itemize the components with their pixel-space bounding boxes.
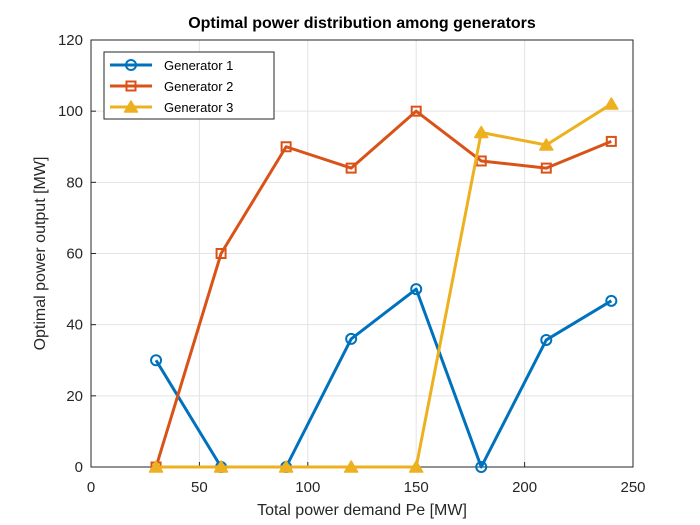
data-point-triangle <box>278 460 294 473</box>
data-point-circle <box>475 461 488 473</box>
grid-lines <box>91 40 633 467</box>
data-point-square <box>410 105 422 117</box>
legend-label: Generator 3 <box>164 100 233 115</box>
data-point-triangle <box>408 460 424 473</box>
y-tick-label: 100 <box>58 103 83 120</box>
x-tick-label: 250 <box>620 479 645 496</box>
legend-label: Generator 1 <box>164 58 233 73</box>
legend-entry: Generator 3 <box>110 100 233 115</box>
x-tick-label: 100 <box>295 479 320 496</box>
series-line <box>156 102 613 469</box>
x-tick-label: 150 <box>404 479 429 496</box>
data-point-square <box>345 162 357 174</box>
data-point-triangle <box>343 460 359 473</box>
data-point-triangle <box>213 460 229 473</box>
data-point-triangle <box>539 138 554 151</box>
data-point-triangle <box>148 460 164 473</box>
x-tick-label: 200 <box>512 479 537 496</box>
legend-marker-square <box>125 80 137 92</box>
legend-marker-circle <box>125 59 137 71</box>
legend-label: Generator 2 <box>164 79 233 94</box>
series-3 <box>148 97 619 473</box>
axis-ticks: 0 50 100 150 200 250 0 20 40 60 80 100 120 <box>58 32 646 496</box>
y-tick-label: 120 <box>58 32 83 49</box>
y-tick-label: 20 <box>66 388 83 405</box>
data-point-circle <box>150 354 163 367</box>
series-layer <box>148 97 619 473</box>
data-point-circle <box>410 283 423 296</box>
data-point-circle <box>540 333 553 346</box>
legend-marker-triangle <box>123 100 139 113</box>
data-point-triangle <box>604 97 619 110</box>
series-line <box>154 109 612 468</box>
y-tick-label: 80 <box>66 174 83 191</box>
series-2 <box>150 105 617 473</box>
data-point-square <box>215 248 227 259</box>
y-tick-label: 60 <box>66 246 83 263</box>
data-point-circle <box>605 294 618 307</box>
x-tick-label: 50 <box>191 479 208 496</box>
data-point-circle <box>345 332 358 345</box>
data-point-triangle <box>473 125 489 139</box>
y-tick-label: 40 <box>66 317 83 334</box>
y-axis-label: Optimal power output [MW] <box>32 157 49 351</box>
data-point-square <box>540 162 552 174</box>
chart-title: Optimal power distribution among generat… <box>188 15 536 32</box>
data-point-square <box>605 135 617 147</box>
x-tick-label: 0 <box>87 479 95 496</box>
legend-entry: Generator 2 <box>110 79 233 94</box>
legend-entry: Generator 1 <box>110 58 233 73</box>
legend-entries: Generator 1 Generator 2 Generator 3 <box>110 58 233 115</box>
y-tick-label: 0 <box>75 459 83 476</box>
data-point-square <box>280 141 292 153</box>
legend: Generator 1 Generator 2 Generator 3 <box>103 51 275 120</box>
x-axis-label: Total power demand Pe [MW] <box>257 502 467 519</box>
